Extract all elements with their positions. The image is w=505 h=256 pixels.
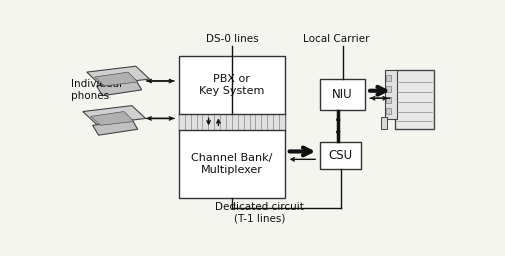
Bar <box>394 70 433 129</box>
Bar <box>320 79 365 110</box>
Text: Local Carrier: Local Carrier <box>302 34 368 44</box>
Text: CSU: CSU <box>328 149 352 162</box>
Bar <box>380 118 386 129</box>
Bar <box>320 142 361 169</box>
Bar <box>385 97 391 103</box>
Bar <box>385 108 391 113</box>
Polygon shape <box>92 119 137 135</box>
Text: Individual
phones: Individual phones <box>71 79 122 101</box>
Bar <box>179 113 284 130</box>
Polygon shape <box>83 106 145 124</box>
Text: Channel Bank/
Multiplexer: Channel Bank/ Multiplexer <box>191 153 272 175</box>
Bar <box>179 56 284 198</box>
Polygon shape <box>87 66 149 85</box>
Polygon shape <box>94 72 137 86</box>
Bar <box>385 86 391 92</box>
Bar <box>385 75 391 81</box>
Text: Dedicated circuit
(T-1 lines): Dedicated circuit (T-1 lines) <box>215 202 303 224</box>
Polygon shape <box>90 112 133 125</box>
Text: DS-0 lines: DS-0 lines <box>205 34 258 44</box>
Text: PBX or
Key System: PBX or Key System <box>199 74 264 96</box>
Bar <box>384 70 396 119</box>
Polygon shape <box>96 80 141 96</box>
Text: NIU: NIU <box>332 88 352 101</box>
